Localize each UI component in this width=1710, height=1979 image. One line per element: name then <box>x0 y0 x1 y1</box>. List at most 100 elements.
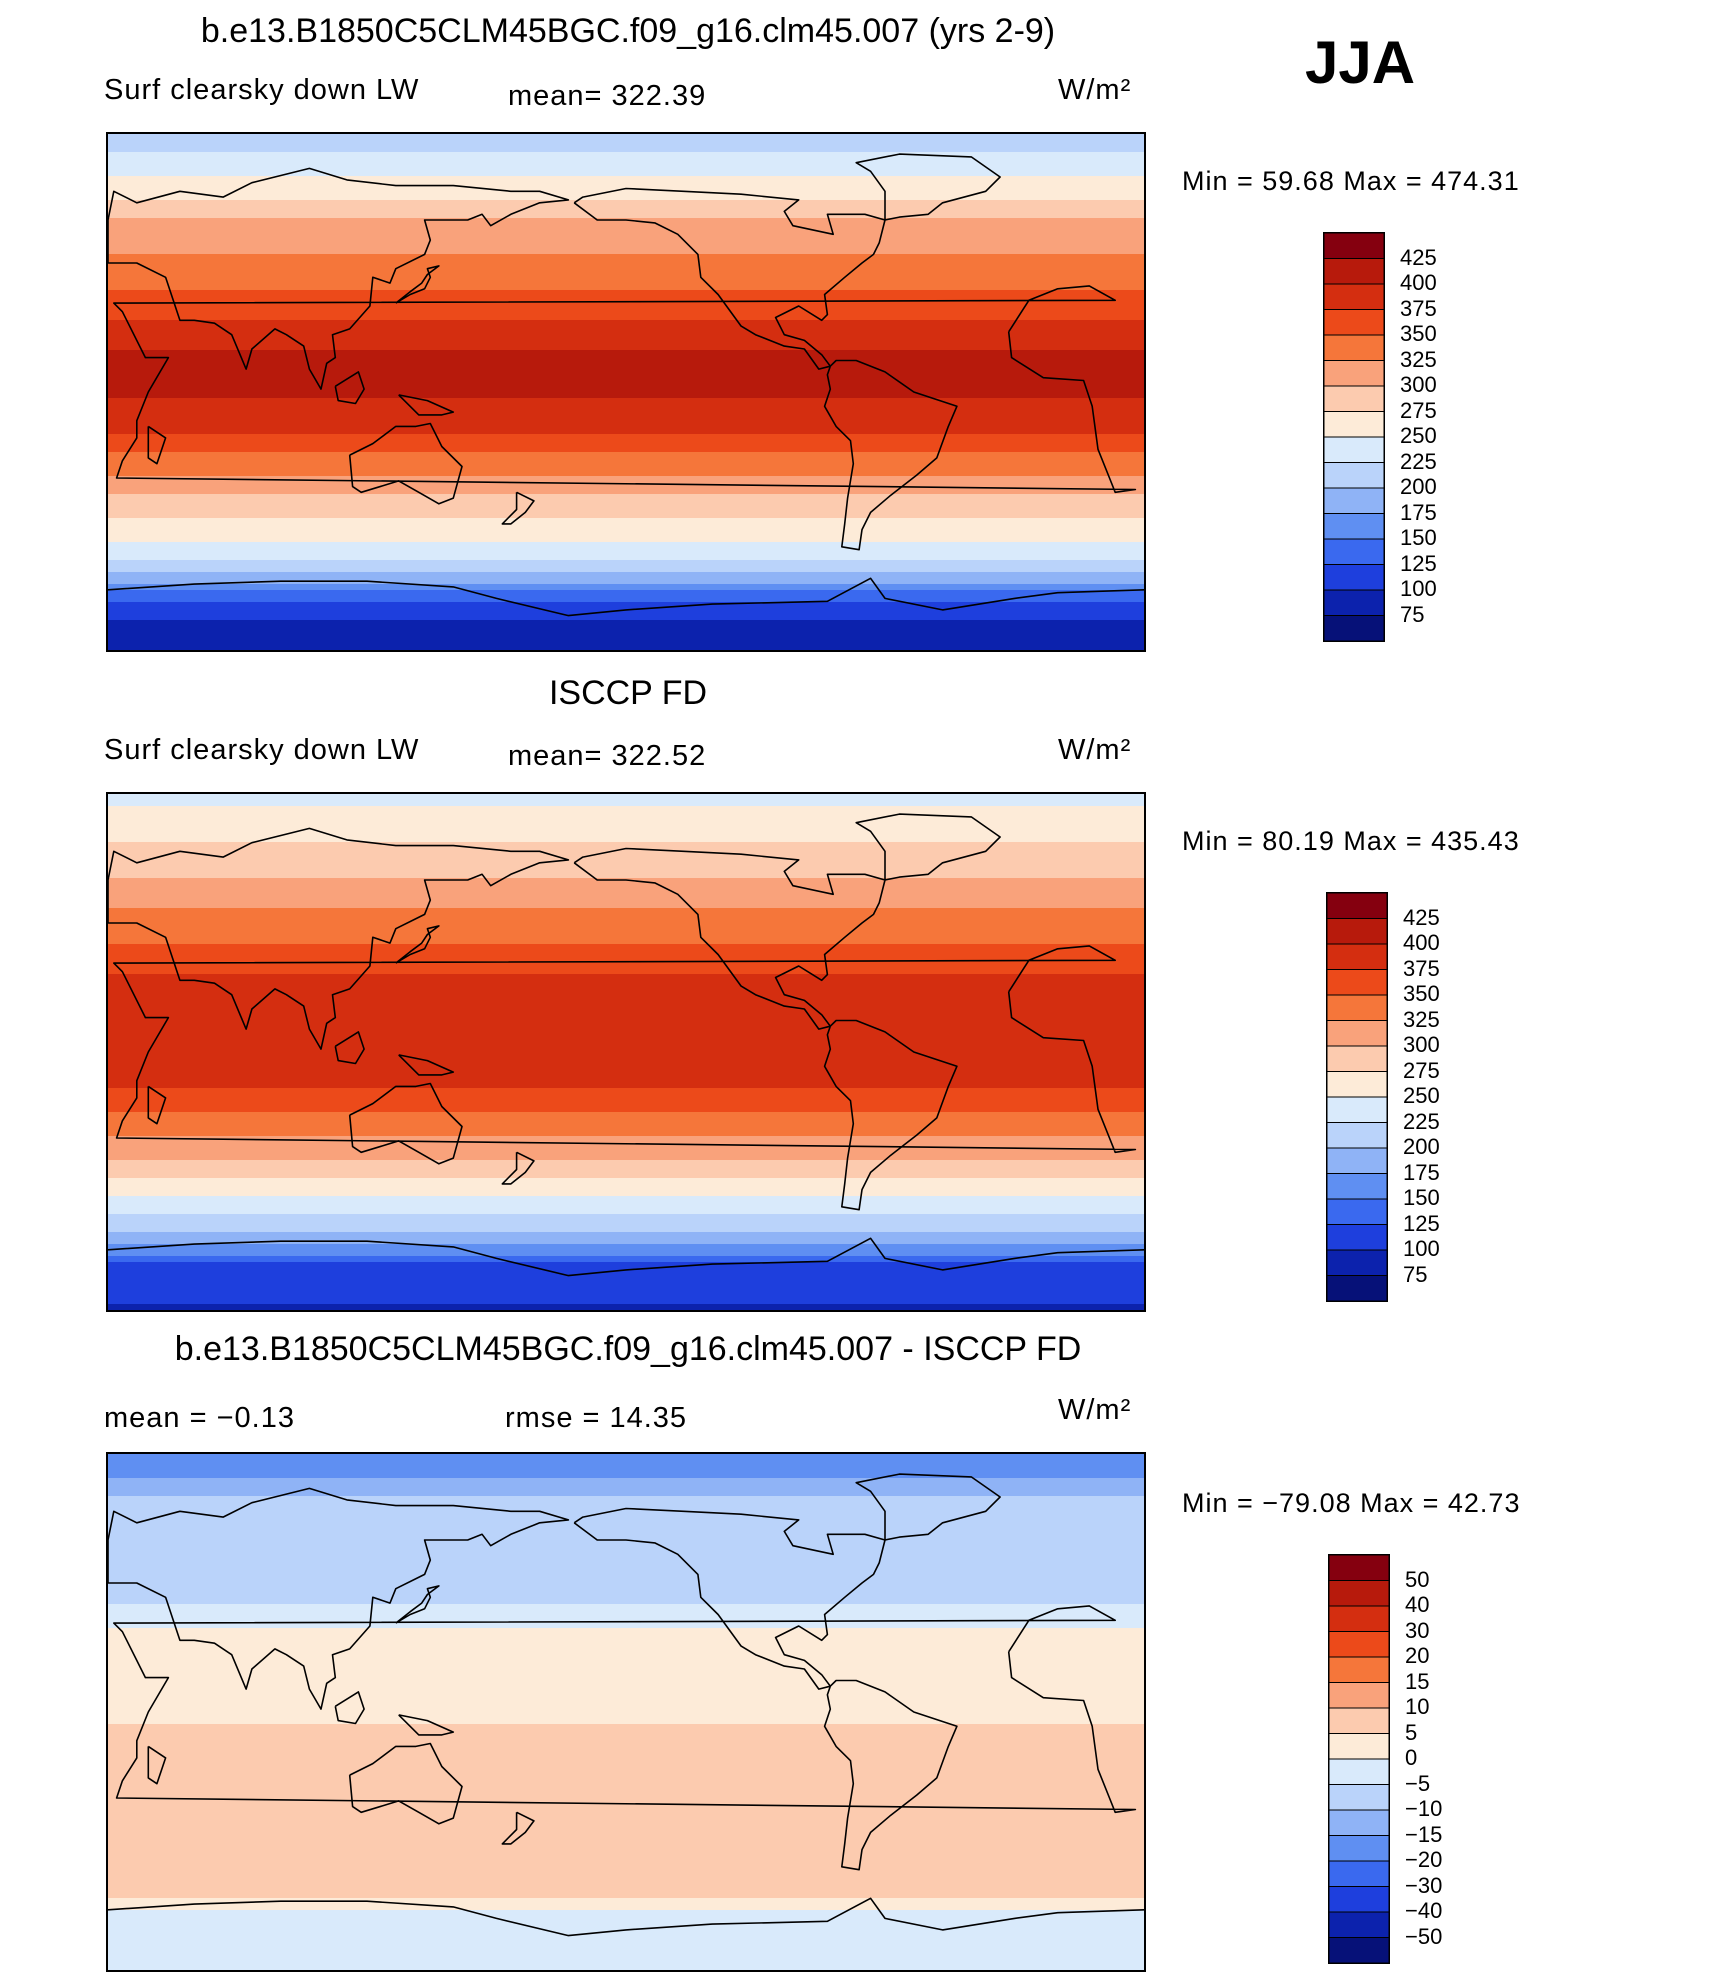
coastline-australia <box>348 422 463 505</box>
panel2-colorbar <box>1326 892 1388 1302</box>
map3-band <box>108 1526 1144 1533</box>
map3-band <box>108 1844 1144 1851</box>
map1-band <box>108 524 1144 531</box>
panel3-mean-label: mean = −0.13 <box>104 1402 295 1434</box>
map2-band <box>108 932 1144 939</box>
panel1-coastlines <box>108 153 1144 617</box>
map2-band <box>108 1166 1144 1173</box>
map3-band <box>108 1460 1144 1467</box>
map1-band <box>108 560 1144 567</box>
colorbar-swatch <box>1326 1096 1388 1123</box>
map2-band <box>108 806 1144 813</box>
map3-band <box>108 1874 1144 1881</box>
panel1-colorbar-svg <box>1323 232 1385 642</box>
colorbar-tick-label: −10 <box>1405 1796 1443 1821</box>
map1-band <box>108 398 1144 405</box>
colorbar-tick-label: 300 <box>1403 1032 1440 1057</box>
panel3-rmse-label: rmse = 14.35 <box>505 1402 688 1434</box>
coastline-nz <box>501 491 535 525</box>
colorbar-swatch <box>1323 513 1385 540</box>
map2-band <box>108 902 1144 909</box>
season-label: JJA <box>1305 29 1416 96</box>
map1-band <box>108 152 1144 159</box>
map1-band <box>108 326 1144 333</box>
map2-band <box>108 1244 1144 1251</box>
map2-band <box>108 1076 1144 1083</box>
map3-band <box>108 1640 1144 1647</box>
map1-band <box>108 482 1144 489</box>
map3-band <box>108 1832 1144 1839</box>
map1-band <box>108 170 1144 177</box>
map3-band <box>108 1532 1144 1539</box>
panel2-coastlines <box>108 813 1144 1277</box>
colorbar-tick-label: 175 <box>1400 499 1437 525</box>
colorbar-tick-label: 225 <box>1403 1108 1440 1134</box>
coastline-greenland <box>855 813 1001 881</box>
panel3-colorbar-labels: 50 40 30 20 15 10 5 0 −5 −10 −15 −20 −30 −40 −50 <box>1405 1554 1505 1964</box>
map2-band <box>108 1118 1144 1125</box>
map2-band <box>108 842 1144 849</box>
panel1-map <box>106 132 1146 652</box>
map2-band <box>108 890 1144 897</box>
panel1-minmax: Min = 59.68 Max = 474.31 <box>1182 166 1520 196</box>
map2-band <box>108 998 1144 1005</box>
map2-band <box>108 914 1144 921</box>
colorbar-tick-label: 325 <box>1400 346 1437 372</box>
map2-band <box>108 1160 1144 1167</box>
coastline-africa <box>113 945 1137 1154</box>
colorbar-tick-label: 20 <box>1405 1643 1430 1668</box>
map1-band <box>108 542 1144 549</box>
colorbar-tick-label: −20 <box>1405 1847 1443 1872</box>
coastline-nz <box>501 1151 535 1185</box>
map3-band <box>108 1658 1144 1665</box>
colorbar-tick-label: 350 <box>1400 321 1437 346</box>
map2-band <box>108 1202 1144 1209</box>
colorbar-tick-label: 200 <box>1403 1134 1440 1159</box>
colorbar-tick-label: 175 <box>1403 1159 1440 1185</box>
map2-band <box>108 1178 1144 1185</box>
colorbar-swatch <box>1323 411 1385 438</box>
coastline-borneo <box>334 371 365 405</box>
map3-band <box>108 1802 1144 1809</box>
colorbar-swatch <box>1323 283 1385 310</box>
colorbar-tick-label: 10 <box>1405 1694 1430 1719</box>
map3-band <box>108 1742 1144 1749</box>
colorbar-swatch <box>1326 918 1388 945</box>
map3-band <box>108 1694 1144 1701</box>
map1-band <box>108 242 1144 249</box>
map2-band <box>108 950 1144 957</box>
map1-band <box>108 578 1144 585</box>
map3-band <box>108 1562 1144 1569</box>
colorbar-tick-label: 125 <box>1403 1210 1440 1236</box>
coastline-japan <box>395 925 440 964</box>
colorbar-swatch <box>1328 1835 1390 1862</box>
map2-band <box>108 872 1144 879</box>
map3-band <box>108 1544 1144 1551</box>
colorbar-swatch <box>1326 943 1388 970</box>
map2-band <box>108 830 1144 837</box>
coastline-greenland <box>855 153 1001 221</box>
map2-band <box>108 1148 1144 1155</box>
panel2-units-label: W/m² <box>1058 734 1132 766</box>
map3-band <box>108 1586 1144 1593</box>
map1-band <box>108 644 1144 650</box>
map3-band <box>108 1466 1144 1473</box>
colorbar-swatch <box>1328 1784 1390 1811</box>
map2-band <box>108 908 1144 915</box>
coastline-samerica <box>823 1679 958 1871</box>
colorbar-swatch <box>1323 258 1385 285</box>
panel2-title: ISCCP FD <box>548 674 708 712</box>
map2-band <box>108 1022 1144 1029</box>
map3-band <box>108 1868 1144 1875</box>
map2-band <box>108 860 1144 867</box>
map1-band <box>108 296 1144 303</box>
panel3-coastlines <box>108 1473 1144 1937</box>
map1-band <box>108 404 1144 411</box>
colorbar-swatch <box>1328 1605 1390 1632</box>
map3-band <box>108 1496 1144 1503</box>
map1-band <box>108 158 1144 165</box>
map2-band <box>108 896 1144 903</box>
map3-band <box>108 1670 1144 1677</box>
colorbar-swatch <box>1326 1122 1388 1149</box>
map3-band <box>108 1784 1144 1791</box>
